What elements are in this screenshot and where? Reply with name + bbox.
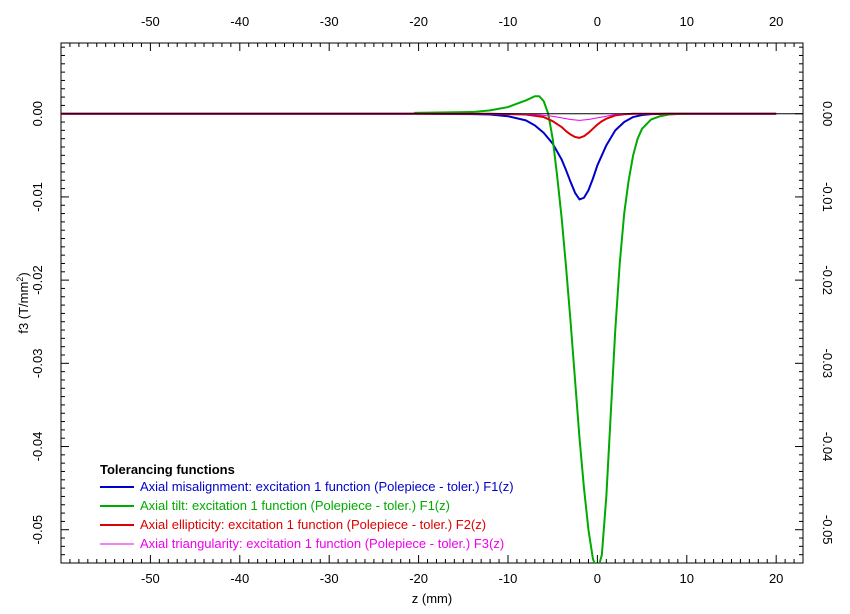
y-tick-label-left: -0.05 (30, 515, 45, 545)
legend-label-3: Axial ellipticity: excitation 1 function… (140, 517, 486, 532)
y-tick-label-left: -0.04 (30, 432, 45, 462)
y-tick-label-right: -0.04 (820, 432, 835, 462)
series-line-4 (61, 113, 777, 121)
tick-marks (60, 43, 804, 564)
x-tick-label-bottom: 10 (680, 571, 694, 586)
x-tick-label-top: -30 (320, 14, 339, 29)
x-tick-label-top: -20 (409, 14, 428, 29)
y-tick-label-right: -0.01 (820, 182, 835, 212)
y-axis-title: f3 (T/mm2) (15, 272, 31, 333)
legend-title: Tolerancing functions (100, 462, 235, 477)
x-tick-label-bottom: -40 (230, 571, 249, 586)
x-tick-label-bottom: -10 (499, 571, 518, 586)
y-tick-label-left: -0.02 (30, 265, 45, 295)
legend-label-1: Axial misalignment: excitation 1 functio… (140, 479, 514, 494)
x-tick-label-bottom: -50 (141, 571, 160, 586)
y-tick-label-right: 0.00 (820, 101, 835, 126)
tick-labels: -50 -50 -40 -40 -30 -30 -20 -20 -10 -10 0 0 10 10 20 20… (30, 14, 835, 586)
legend: Tolerancing functions Axial misalignment… (100, 462, 514, 551)
x-tick-label-top: 10 (680, 14, 694, 29)
series-line-2 (414, 95, 687, 563)
y-tick-label-right: -0.03 (820, 348, 835, 378)
y-tick-label-right: -0.05 (820, 515, 835, 545)
y-axis-title-close: ) (16, 272, 31, 276)
y-axis-title-sup: 2 (15, 277, 25, 282)
y-tick-label-left: -0.03 (30, 348, 45, 378)
x-tick-label-top: -10 (499, 14, 518, 29)
legend-items: Axial misalignment: excitation 1 functio… (100, 479, 514, 551)
y-tick-label-right: -0.02 (820, 265, 835, 295)
x-axis-title: z (mm) (412, 591, 452, 606)
x-tick-label-top: -50 (141, 14, 160, 29)
y-axis-title-main: f3 (T/mm (16, 282, 31, 334)
x-tick-label-top: 20 (769, 14, 783, 29)
series-layer (61, 95, 777, 563)
legend-label-4: Axial triangularity: excitation 1 functi… (140, 536, 504, 551)
series-line-1 (61, 112, 777, 201)
x-tick-label-top: 0 (594, 14, 601, 29)
x-tick-label-bottom: 20 (769, 571, 783, 586)
x-tick-label-bottom: -20 (409, 571, 428, 586)
y-tick-label-left: -0.01 (30, 182, 45, 212)
x-tick-label-top: -40 (230, 14, 249, 29)
x-tick-label-bottom: 0 (594, 571, 601, 586)
x-tick-label-bottom: -30 (320, 571, 339, 586)
y-tick-label-left: 0.00 (30, 101, 45, 126)
legend-label-2: Axial tilt: excitation 1 function (Polep… (140, 498, 450, 513)
plot-frame (60, 42, 804, 564)
